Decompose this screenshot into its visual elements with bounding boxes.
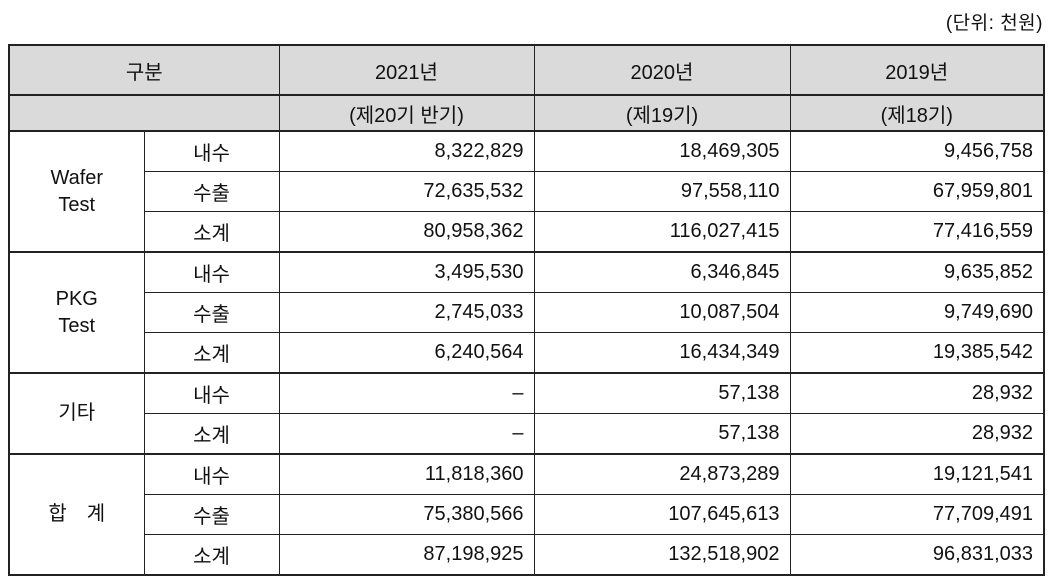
table-row: 소계 87,198,925 132,518,902 96,831,033 [9,534,1045,576]
value-cell: 19,121,541 [789,453,1045,495]
period-header-19: (제19기) [533,94,791,132]
row-label-cell: 내수 [143,372,280,414]
row-label-cell: 내수 [143,130,280,172]
value-cell: 6,240,564 [278,332,535,374]
value-cell: 67,959,801 [789,171,1045,212]
year-header-2021: 2021년 [278,44,535,96]
category-header: 구분 [8,44,280,96]
value-cell: 9,635,852 [789,251,1045,293]
value-cell: 6,346,845 [533,251,791,293]
table-row: 소계 6,240,564 16,434,349 19,385,542 [9,332,1045,374]
unit-label: (단위: 천원) [945,13,1043,34]
group-label-etc: 기타 [8,372,145,455]
value-cell: 57,138 [533,372,791,414]
value-cell: 24,873,289 [533,453,791,495]
year-header-2020: 2020년 [533,44,791,96]
value-cell: 8,322,829 [278,130,535,172]
value-cell: 11,818,360 [278,453,535,495]
row-label-cell: 소계 [143,211,280,253]
group-label-wafer-test: Wafer Test [8,130,145,253]
table-header: 구분 2021년 2020년 2019년 (제20기 반기) (제19기) (제… [8,44,1045,132]
group-label-pkg-test: PKG Test [8,251,145,374]
row-label-cell: 수출 [143,292,280,333]
value-cell: 9,456,758 [789,130,1045,172]
row-label-cell: 소계 [143,413,280,455]
category-header-blank [8,94,280,132]
value-cell: 10,087,504 [533,292,791,333]
value-cell: 87,198,925 [278,534,535,576]
value-cell: 18,469,305 [533,130,791,172]
header-year-row: 구분 2021년 2020년 2019년 [8,44,1045,96]
period-header-20: (제20기 반기) [278,94,535,132]
row-label-cell: 수출 [143,494,280,535]
table-row: PKG Test 내수 3,495,530 6,346,845 9,635,85… [8,251,1045,374]
value-cell: 116,027,415 [533,211,791,253]
period-header-18: (제18기) [789,94,1045,132]
value-cell: 28,932 [789,413,1045,455]
value-cell: 80,958,362 [278,211,535,253]
table-row: 소계 80,958,362 116,027,415 77,416,559 [9,211,1045,253]
table-row: 수출 72,635,532 97,558,110 67,959,801 [9,171,1045,212]
row-label-cell: 소계 [143,332,280,374]
revenue-breakdown-table: 구분 2021년 2020년 2019년 (제20기 반기) (제19기) (제… [8,44,1045,576]
value-cell: 9,749,690 [789,292,1045,333]
row-label-cell: 내수 [143,251,280,293]
value-cell: 77,709,491 [789,494,1045,535]
value-cell: 3,495,530 [278,251,535,293]
table-row: 소계 – 57,138 28,932 [9,413,1045,455]
table-row: 수출 75,380,566 107,645,613 77,709,491 [9,494,1045,535]
value-cell: 57,138 [533,413,791,455]
value-cell: 107,645,613 [533,494,791,535]
value-cell: 96,831,033 [789,534,1045,576]
value-cell: 132,518,902 [533,534,791,576]
table-row: Wafer Test 내수 8,322,829 18,469,305 9,456… [8,130,1045,253]
value-cell: 28,932 [789,372,1045,414]
value-cell: 77,416,559 [789,211,1045,253]
header-period-row: (제20기 반기) (제19기) (제18기) [8,94,1045,132]
value-cell: 16,434,349 [533,332,791,374]
value-cell: – [278,372,535,414]
value-cell: 19,385,542 [789,332,1045,374]
row-label-cell: 소계 [143,534,280,576]
table-row: 기타 내수 – 57,138 28,932 [8,372,1045,455]
value-cell: – [278,413,535,455]
value-cell: 2,745,033 [278,292,535,333]
row-label-cell: 수출 [143,171,280,212]
row-label-cell: 내수 [143,453,280,495]
table-row: 수출 2,745,033 10,087,504 9,749,690 [9,292,1045,333]
group-label-total: 합 계 [8,453,145,576]
year-header-2019: 2019년 [789,44,1045,96]
value-cell: 97,558,110 [533,171,791,212]
value-cell: 75,380,566 [278,494,535,535]
table-row: 합 계 내수 11,818,360 24,873,289 19,121,541 [8,453,1045,576]
value-cell: 72,635,532 [278,171,535,212]
